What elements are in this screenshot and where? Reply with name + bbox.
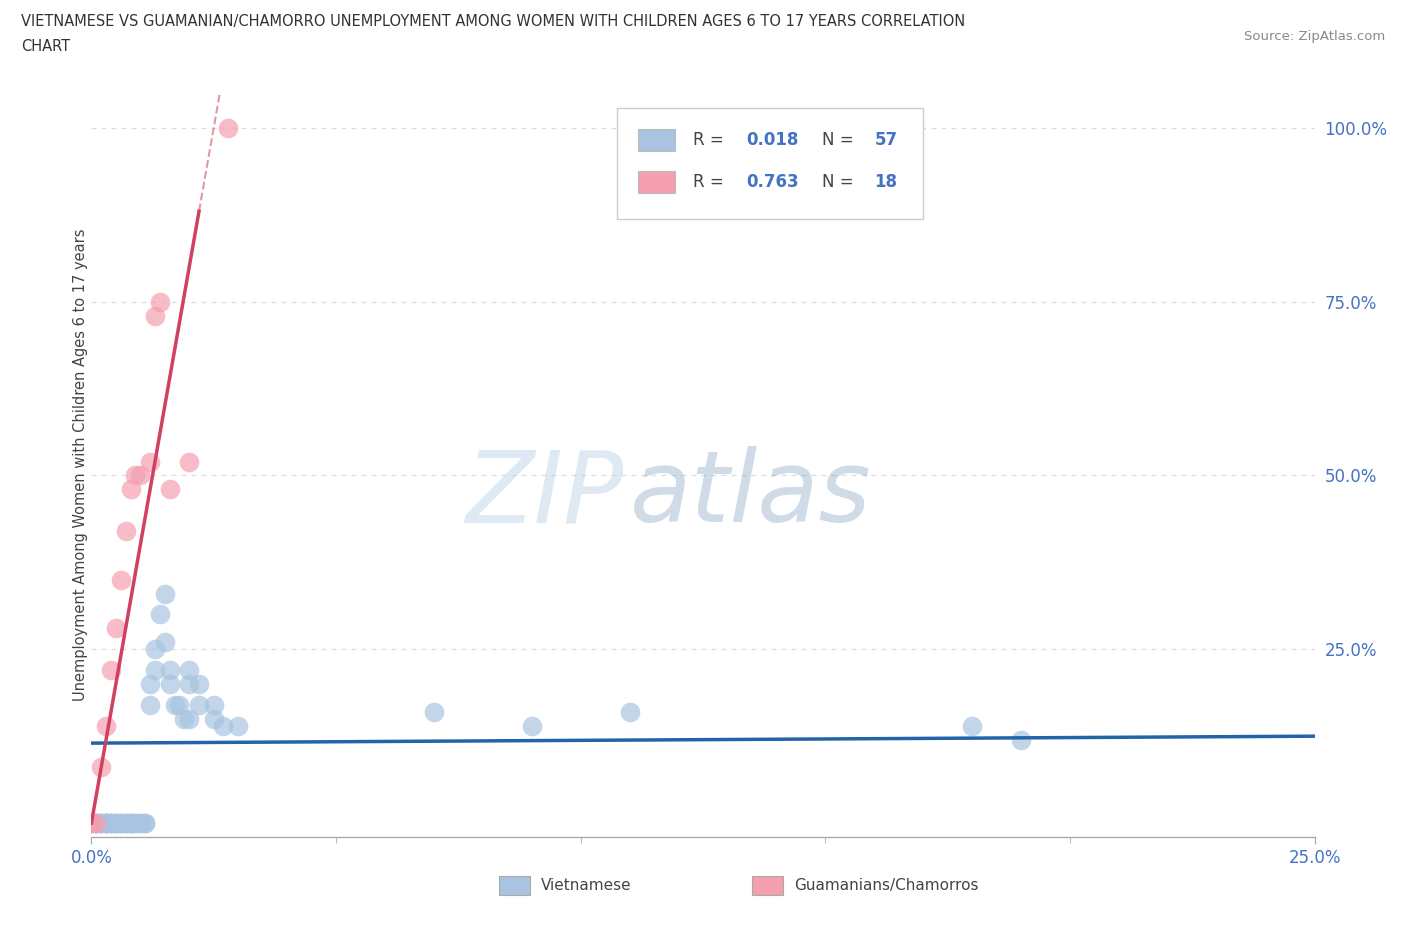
Point xyxy=(143,308,166,323)
Point xyxy=(226,718,249,733)
Point xyxy=(84,816,107,830)
Point xyxy=(173,711,195,726)
Point xyxy=(110,816,132,830)
Point xyxy=(153,635,176,650)
Point xyxy=(159,677,181,692)
Text: VIETNAMESE VS GUAMANIAN/CHAMORRO UNEMPLOYMENT AMONG WOMEN WITH CHILDREN AGES 6 T: VIETNAMESE VS GUAMANIAN/CHAMORRO UNEMPLO… xyxy=(21,14,966,29)
Point xyxy=(619,704,641,719)
Point xyxy=(94,816,117,830)
Point xyxy=(179,663,201,678)
Point xyxy=(139,698,162,712)
Y-axis label: Unemployment Among Women with Children Ages 6 to 17 years: Unemployment Among Women with Children A… xyxy=(73,229,87,701)
Point xyxy=(129,816,152,830)
Point xyxy=(80,816,103,830)
Point xyxy=(149,607,172,622)
Text: Source: ZipAtlas.com: Source: ZipAtlas.com xyxy=(1244,30,1385,43)
Point xyxy=(188,698,211,712)
Text: 18: 18 xyxy=(875,173,897,192)
Point xyxy=(94,816,117,830)
Text: N =: N = xyxy=(821,173,859,192)
Point xyxy=(104,816,127,830)
Point xyxy=(100,816,122,830)
Point xyxy=(104,816,127,830)
Point xyxy=(960,718,983,733)
Point xyxy=(94,718,117,733)
Point xyxy=(80,816,103,830)
Point xyxy=(110,572,132,587)
Point xyxy=(84,816,107,830)
Bar xyxy=(638,128,675,151)
Point xyxy=(188,677,211,692)
Point xyxy=(423,704,446,719)
Bar xyxy=(638,171,675,193)
Point xyxy=(134,816,156,830)
Point xyxy=(94,816,117,830)
Point xyxy=(153,586,176,601)
Point xyxy=(129,816,152,830)
Point xyxy=(114,816,136,830)
Text: 0.763: 0.763 xyxy=(745,173,799,192)
Point xyxy=(139,454,162,469)
Point xyxy=(104,816,127,830)
Point xyxy=(120,816,142,830)
Point xyxy=(124,816,146,830)
Point xyxy=(520,718,543,733)
Point xyxy=(100,816,122,830)
Point xyxy=(179,677,201,692)
Point xyxy=(124,468,146,483)
Point xyxy=(124,816,146,830)
Point xyxy=(163,698,186,712)
Point xyxy=(90,816,112,830)
Point xyxy=(90,816,112,830)
Point xyxy=(202,698,225,712)
Point xyxy=(84,816,107,830)
Point xyxy=(100,816,122,830)
Point xyxy=(202,711,225,726)
Text: 57: 57 xyxy=(875,131,897,149)
Point xyxy=(94,816,117,830)
Text: CHART: CHART xyxy=(21,39,70,54)
Point xyxy=(143,642,166,657)
Point xyxy=(90,760,112,775)
Text: Guamanians/Chamorros: Guamanians/Chamorros xyxy=(794,878,979,893)
Point xyxy=(100,663,122,678)
Point xyxy=(159,663,181,678)
Point xyxy=(80,816,103,830)
Text: 0.018: 0.018 xyxy=(745,131,799,149)
Point xyxy=(120,482,142,497)
Text: atlas: atlas xyxy=(630,446,872,543)
Point xyxy=(80,816,103,830)
Point xyxy=(159,482,181,497)
Point xyxy=(143,663,166,678)
Point xyxy=(134,816,156,830)
Point xyxy=(129,468,152,483)
Point xyxy=(84,816,107,830)
Point xyxy=(104,621,127,636)
Text: ZIP: ZIP xyxy=(465,446,623,543)
Point xyxy=(149,294,172,309)
Point xyxy=(1010,732,1032,747)
FancyBboxPatch shape xyxy=(617,108,924,219)
Point xyxy=(179,711,201,726)
Text: N =: N = xyxy=(821,131,859,149)
Point xyxy=(179,454,201,469)
Point xyxy=(114,524,136,538)
Point xyxy=(169,698,191,712)
Text: R =: R = xyxy=(693,131,730,149)
Point xyxy=(110,816,132,830)
Point xyxy=(90,816,112,830)
Point xyxy=(120,816,142,830)
Point xyxy=(212,718,235,733)
Point xyxy=(114,816,136,830)
Text: R =: R = xyxy=(693,173,730,192)
Point xyxy=(139,677,162,692)
Point xyxy=(217,120,239,135)
Point xyxy=(120,816,142,830)
Text: Vietnamese: Vietnamese xyxy=(541,878,631,893)
